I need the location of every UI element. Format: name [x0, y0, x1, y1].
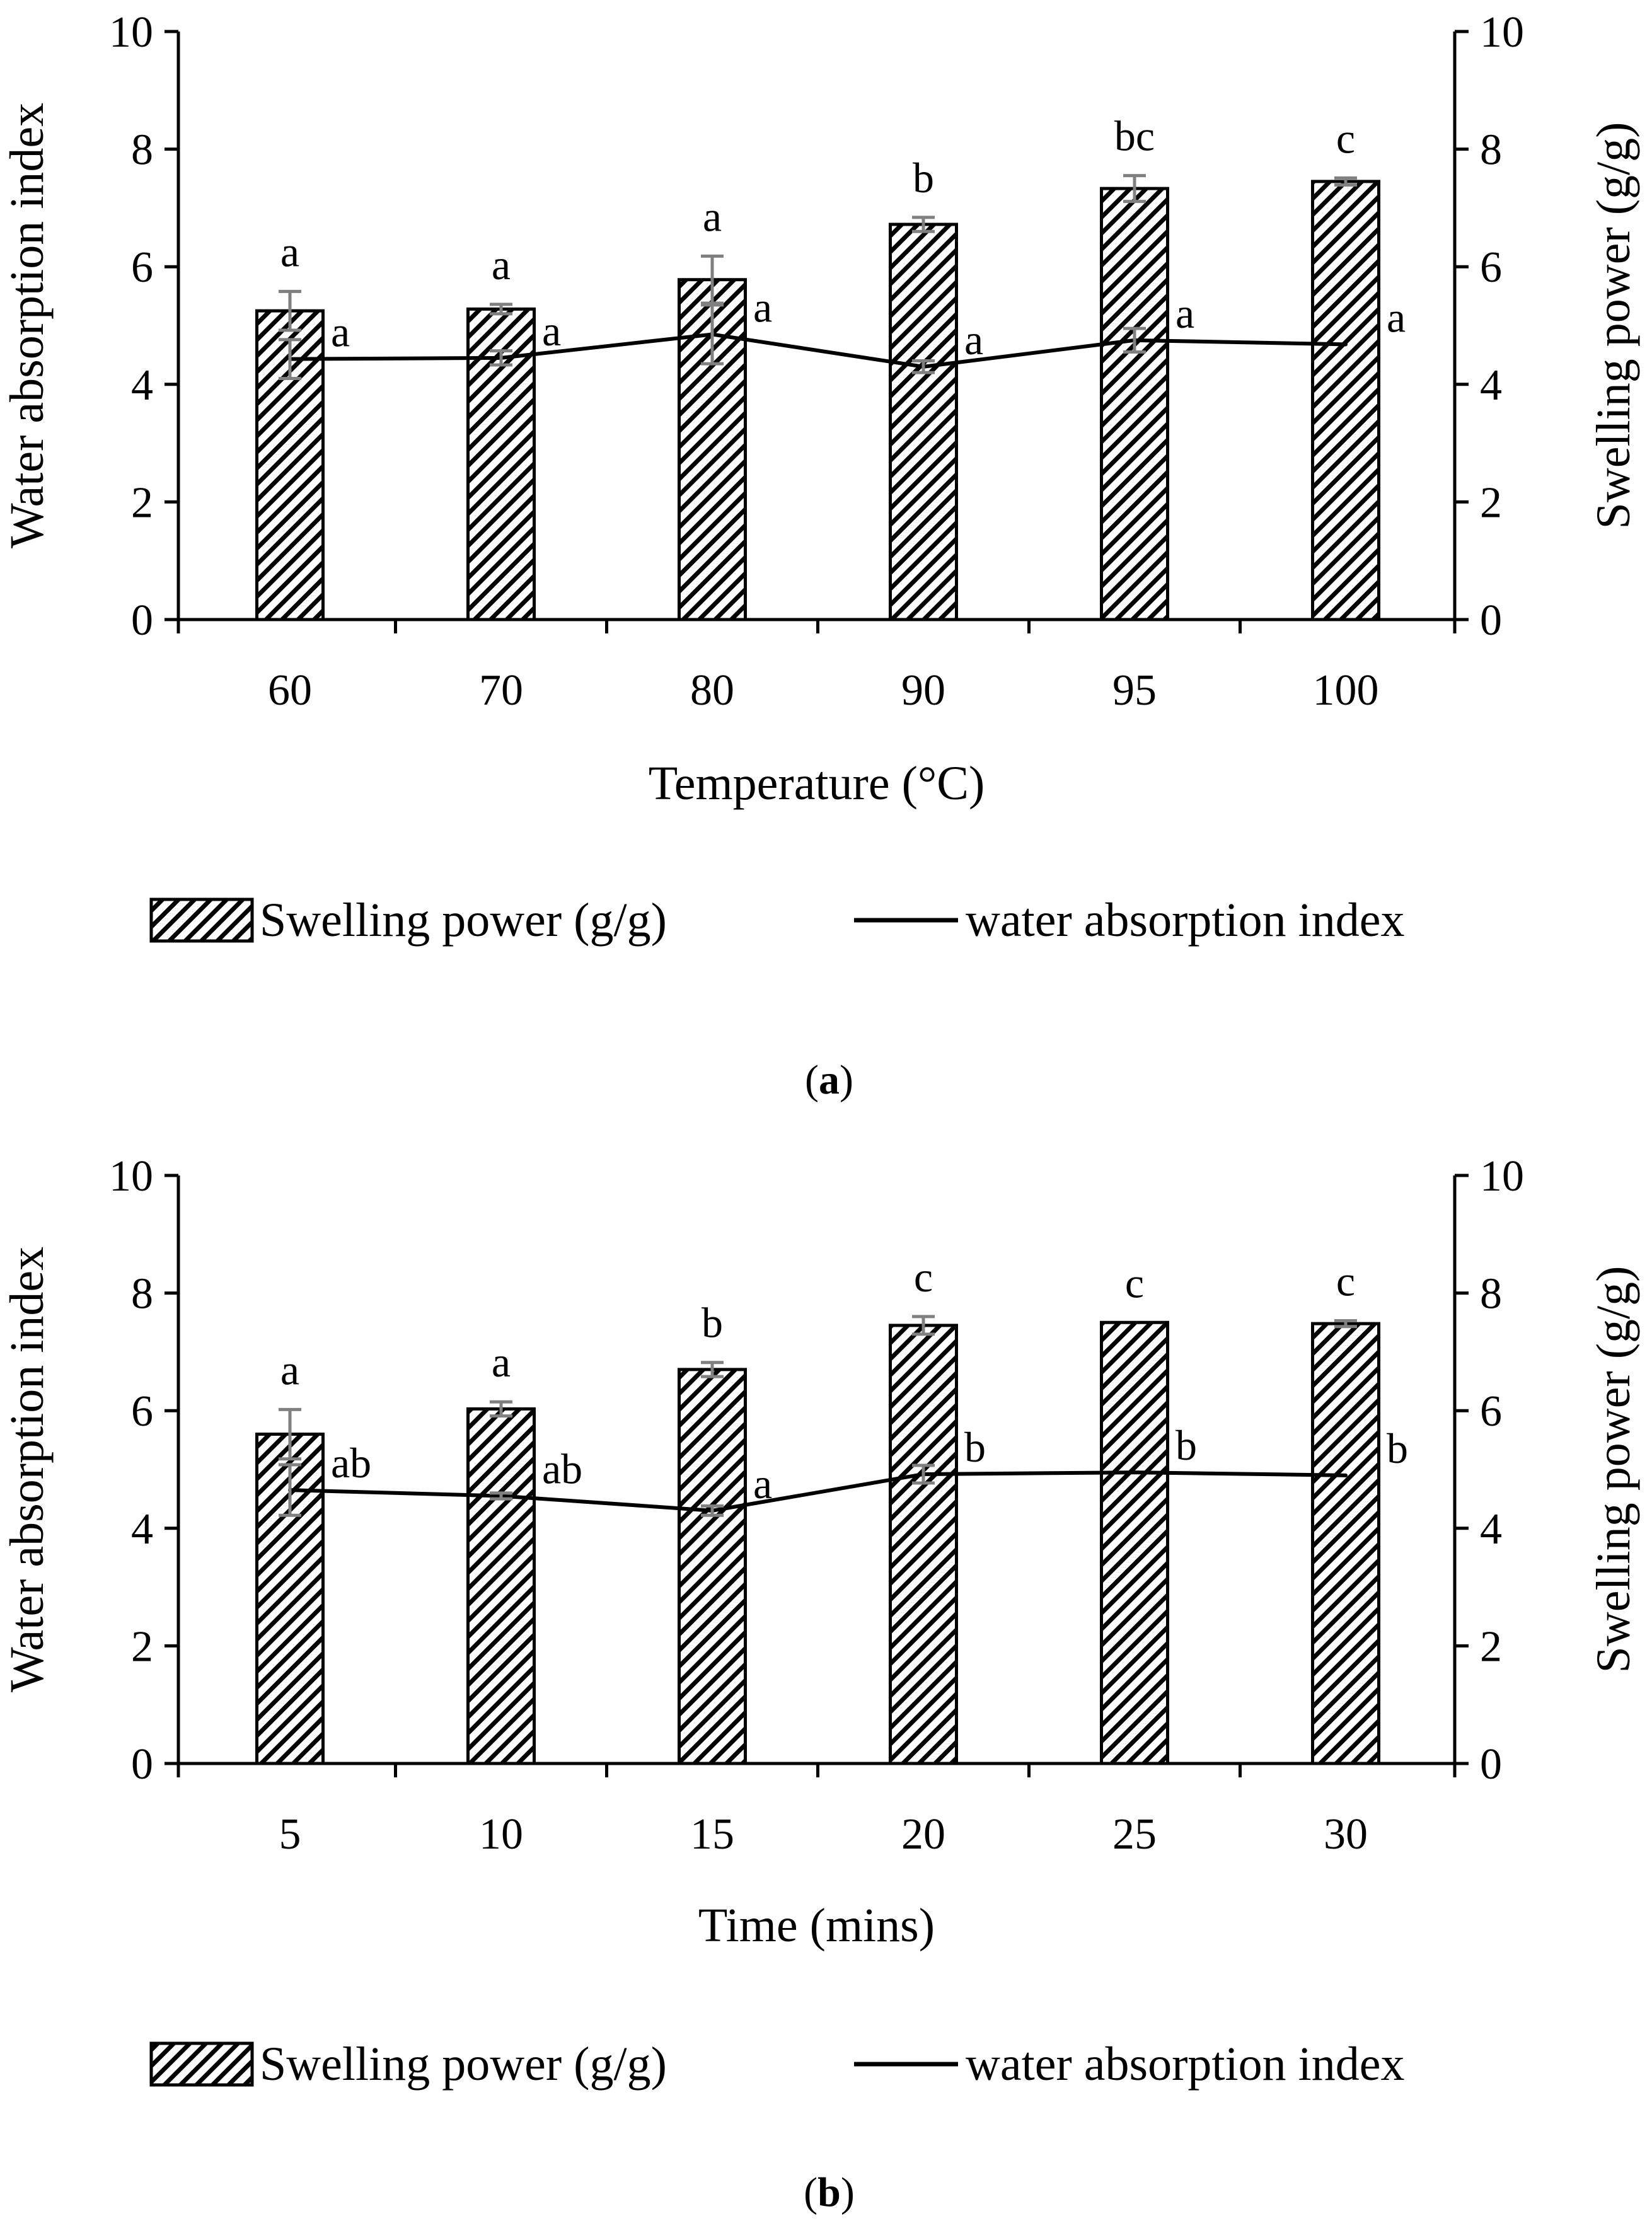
y-axis-title-left: Water absorption index	[1, 1247, 54, 1692]
y-tick-label: 10	[109, 8, 153, 57]
water-absorption-line	[289, 332, 1346, 369]
y-right-tick-label: 2	[1480, 1622, 1502, 1671]
bar-significance-label: c	[914, 1253, 933, 1301]
y-axis-title-right: Swelling power (g/g)	[1587, 1266, 1640, 1673]
line-significance-label: a	[542, 307, 561, 355]
y-tick-label: 6	[131, 243, 153, 292]
y-right-tick-label: 4	[1480, 1505, 1502, 1554]
x-tick-label: 25	[1112, 1810, 1157, 1859]
bar-significance-label: b	[913, 154, 934, 202]
panel-label: (b)	[804, 2169, 855, 2215]
bar-95	[1100, 187, 1169, 621]
line-significance-label: a	[753, 283, 772, 331]
legend-label-bar: Swelling power (g/g)	[260, 2038, 667, 2091]
x-tick-label: 95	[1112, 666, 1157, 715]
bar-significance-label: a	[492, 241, 511, 289]
line-significance-label: a	[964, 316, 983, 364]
bar-significance-label: bc	[1114, 112, 1155, 160]
bar-90	[889, 222, 958, 621]
line-significance-label: a	[753, 1460, 772, 1508]
y-tick-label: 0	[131, 596, 153, 645]
y-axis-title-left: Water absorption index	[1, 103, 54, 548]
legend-label-line: water absorption index	[966, 2038, 1404, 2091]
line-significance-label: b	[1387, 1424, 1408, 1472]
y-tick-label: 6	[131, 1387, 153, 1436]
legend: Swelling power (g/g) water absorption ind…	[149, 2038, 1404, 2091]
legend-swatch-bar	[149, 898, 254, 943]
legend-label-bar: Swelling power (g/g)	[260, 894, 667, 947]
line-significance-label: a	[331, 308, 350, 356]
bar-10	[466, 1407, 536, 1765]
y-tick-label: 10	[109, 1152, 153, 1201]
y-tick-label: 2	[131, 1622, 153, 1671]
legend-swatch-bar	[149, 2041, 254, 2087]
y-right-tick-label: 4	[1480, 361, 1502, 410]
bar-15	[678, 1368, 747, 1765]
y-tick-label: 4	[131, 361, 153, 410]
line-significance-label: b	[964, 1423, 986, 1471]
y-tick-label: 4	[131, 1505, 153, 1554]
bar-significance-label: c	[1336, 114, 1355, 162]
y-tick-label: 2	[131, 478, 153, 527]
line-significance-label: ab	[331, 1439, 371, 1487]
y-right-tick-label: 10	[1480, 1152, 1524, 1201]
bar-30	[1311, 1322, 1380, 1765]
panel-label: (a)	[805, 1057, 853, 1103]
y-tick-label: 8	[131, 126, 153, 175]
x-tick-label: 90	[901, 666, 945, 715]
legend-label-line: water absorption index	[966, 894, 1404, 947]
x-tick-label: 15	[690, 1810, 734, 1859]
x-tick-label: 20	[901, 1810, 945, 1859]
y-tick-label: 8	[131, 1270, 153, 1319]
y-tick-label: 0	[131, 1740, 153, 1789]
bar-100	[1311, 180, 1380, 621]
y-right-tick-label: 10	[1480, 8, 1524, 57]
line-point-25	[1133, 1470, 1136, 1475]
water-absorption-line	[289, 1470, 1346, 1513]
line-significance-label: b	[1175, 1421, 1197, 1469]
legend: Swelling power (g/g) water absorption ind…	[149, 894, 1404, 947]
bar-significance-label: a	[280, 228, 299, 275]
x-tick-label: 5	[279, 1810, 301, 1859]
y-right-tick-label: 0	[1480, 1740, 1502, 1789]
x-axis-title: Time (mins)	[698, 1899, 935, 1952]
bar-significance-label: c	[1125, 1259, 1144, 1307]
x-axis-title: Temperature (°C)	[649, 757, 985, 810]
bar-25	[1100, 1320, 1169, 1765]
y-right-tick-label: 0	[1480, 596, 1502, 645]
line-significance-label: ab	[542, 1445, 582, 1492]
y-right-tick-label: 6	[1480, 243, 1502, 292]
line-significance-label: a	[1387, 293, 1406, 341]
x-tick-label: 80	[690, 666, 734, 715]
x-tick-label: 60	[268, 666, 312, 715]
bar-significance-label: a	[703, 192, 722, 240]
y-right-tick-label: 2	[1480, 478, 1502, 527]
line-significance-label: a	[1175, 289, 1194, 337]
y-right-tick-label: 8	[1480, 1270, 1502, 1319]
bar-significance-label: a	[280, 1346, 299, 1394]
x-tick-label: 10	[479, 1810, 523, 1859]
bar-significance-label: c	[1336, 1257, 1355, 1305]
bar-significance-label: a	[492, 1338, 511, 1386]
y-axis-title-right: Swelling power (g/g)	[1587, 122, 1640, 529]
bar-significance-label: b	[702, 1299, 723, 1347]
y-right-tick-label: 6	[1480, 1387, 1502, 1436]
x-tick-label: 30	[1324, 1810, 1368, 1859]
line-point-100	[1344, 342, 1348, 347]
bar-20	[889, 1324, 958, 1765]
x-tick-label: 100	[1313, 666, 1379, 715]
line-point-30	[1344, 1473, 1348, 1477]
x-tick-label: 70	[479, 666, 523, 715]
y-right-tick-label: 8	[1480, 126, 1502, 175]
